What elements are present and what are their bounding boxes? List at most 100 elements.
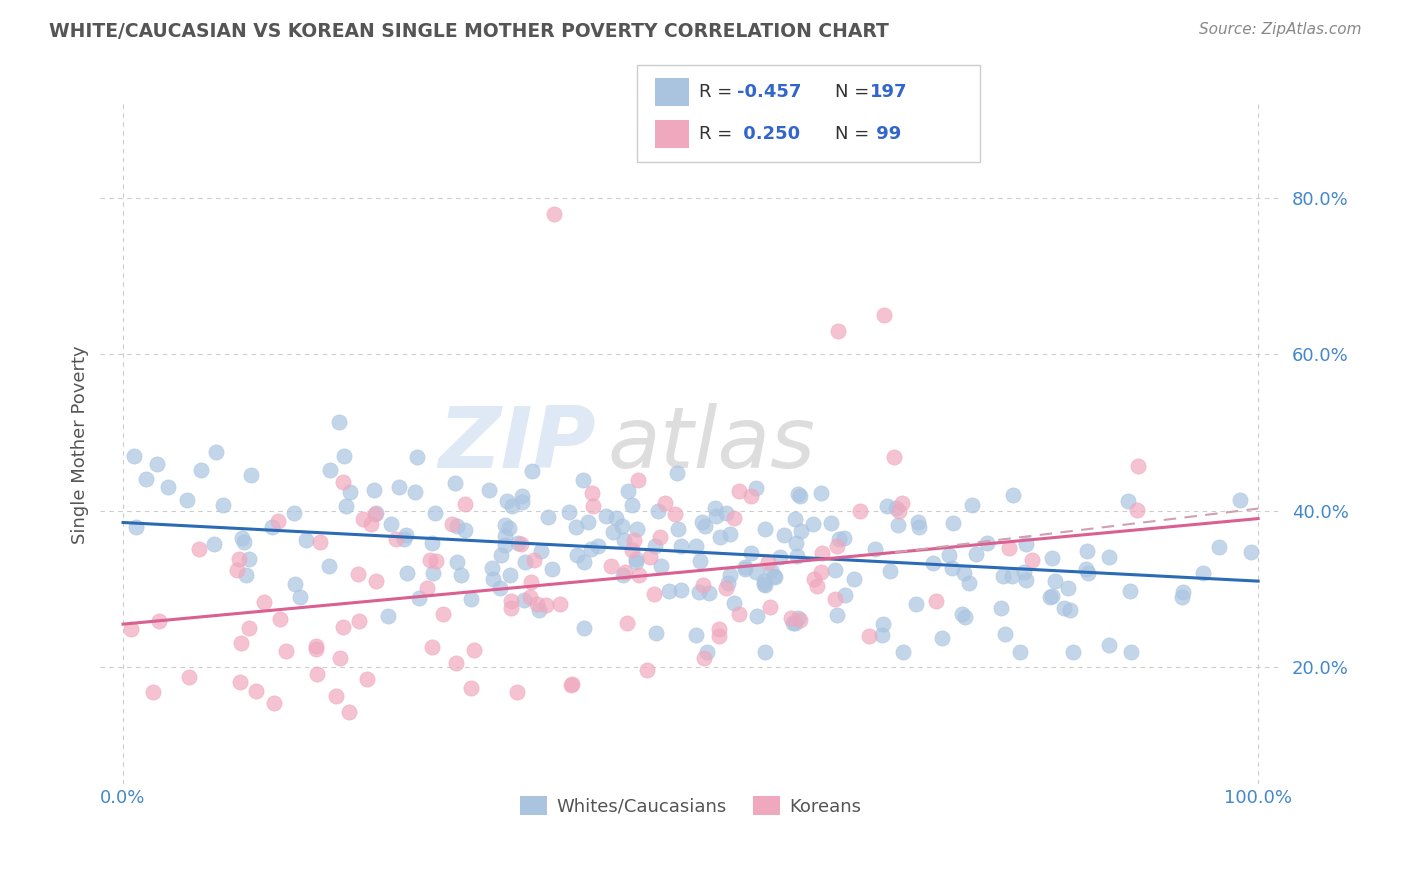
Point [527,602,550,616]
Point [613,533,636,547]
Point [734,560,756,574]
Point [422,640,444,655]
Point [396,566,419,581]
Point [688,584,710,599]
Point [723,511,745,525]
Point [994,627,1017,641]
Point [579,542,602,557]
Point [202,537,225,551]
Point [727,484,749,499]
Point [225,563,247,577]
Point [329,651,352,665]
Point [789,489,811,503]
Point [904,597,927,611]
Point [1021,553,1043,567]
Point [610,519,633,533]
Point [707,622,730,636]
Point [1119,644,1142,658]
Point [714,581,737,595]
Point [872,308,894,322]
Point [758,555,780,569]
Point [253,594,276,608]
Point [356,672,378,686]
Point [190,462,212,476]
Point [938,548,960,562]
Point [204,444,226,458]
Point [612,568,634,582]
Point [959,576,981,591]
Point [709,531,731,545]
Point [1076,562,1098,576]
Text: Source: ZipAtlas.com: Source: ZipAtlas.com [1198,22,1361,37]
Point [697,585,720,599]
Point [135,473,157,487]
Point [157,480,180,494]
Point [406,450,429,464]
Point [494,538,516,552]
Point [530,544,553,558]
Point [526,597,548,611]
Point [498,568,520,582]
Point [883,450,905,464]
Point [745,609,768,624]
Point [754,578,776,592]
Point [942,516,965,530]
Point [645,625,668,640]
Point [125,520,148,534]
Point [501,499,523,513]
Point [624,555,647,569]
Point [891,644,914,658]
Point [576,515,599,529]
Point [388,480,411,494]
Point [540,562,562,576]
Point [238,552,260,566]
Point [773,527,796,541]
Point [523,552,546,566]
Point [654,496,676,510]
Point [228,674,250,689]
Point [364,574,387,588]
Point [120,622,142,636]
Point [690,515,713,529]
Point [364,507,387,521]
Point [353,512,375,526]
Point [908,520,931,534]
Point [1053,600,1076,615]
Point [581,486,603,500]
Point [759,599,782,614]
Point [146,457,169,471]
Point [1208,540,1230,554]
Point [921,556,943,570]
Point [339,485,361,500]
Point [693,650,716,665]
Point [1126,459,1149,474]
Point [148,614,170,628]
Point [1119,583,1142,598]
Point [1001,488,1024,502]
Point [734,561,756,575]
Point [718,567,741,582]
Point [628,567,651,582]
Point [658,584,681,599]
Point [782,615,804,630]
Point [707,629,730,643]
Point [879,564,901,578]
Point [664,507,686,521]
Point [446,555,468,569]
Text: 197: 197 [870,83,908,101]
Point [269,611,291,625]
Point [752,577,775,591]
Point [647,504,669,518]
Point [425,554,447,568]
Point [614,565,637,579]
Point [1001,568,1024,582]
Point [640,549,662,564]
Point [666,522,689,536]
Point [997,541,1019,556]
Point [931,631,953,645]
Point [740,489,762,503]
Point [1240,545,1263,559]
Point [745,565,768,579]
Point [787,611,810,625]
Point [560,678,582,692]
